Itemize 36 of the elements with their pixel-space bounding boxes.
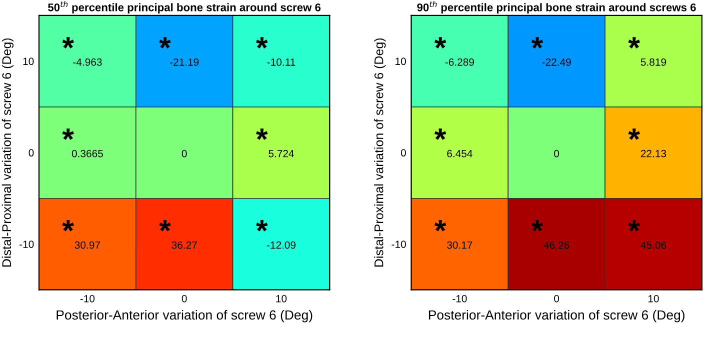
data-label: * 36.27 (159, 220, 197, 249)
data-label: * 5.724 (256, 128, 294, 158)
y-tick-label: 10 (23, 58, 34, 66)
data-label: 0 (554, 150, 560, 158)
data-label: * -10.11 (256, 37, 296, 66)
y-axis-title: Distal-Proximal variation of screw 6 (Deg) (2, 38, 14, 267)
data-label: * 30.17 (434, 220, 472, 249)
x-tick-label: 10 (648, 294, 659, 302)
y-tick-label: 0 (400, 149, 406, 157)
y-tick-label: -10 (20, 240, 34, 248)
data-label: * 46.26 (531, 220, 570, 249)
x-axis-title: Posterior-Anterior variation of screw 6 (Deg) (428, 310, 684, 322)
y-tick-label: 10 (396, 58, 406, 66)
y-tick-label: 0 (28, 149, 34, 157)
data-label: * 22.13 (628, 128, 666, 158)
x-tick-label: 0 (554, 294, 560, 302)
data-label: * -4.963 (62, 37, 102, 66)
chart-title: 90$^{th}$ percentile principal bone strain around screws 6 (417, 1, 696, 14)
x-tick-label: 10 (276, 294, 287, 302)
data-label: * -6.289 (434, 37, 474, 66)
x-tick-label: -10 (452, 294, 467, 302)
data-label: * 5.819 (628, 37, 666, 66)
chart-title: 50$^{th}$ percentile principal bone strain around screw 6 (48, 1, 321, 14)
y-tick-label: -10 (392, 240, 406, 248)
data-label: * 0.3665 (62, 128, 103, 158)
data-label: * -21.19 (159, 37, 199, 66)
x-tick-label: 0 (182, 294, 187, 302)
y-axis-title: Distal-Proximal variation of screw 6 (Deg) (374, 38, 386, 267)
data-label: * 30.97 (62, 220, 100, 249)
x-axis-title: Posterior-Anterior variation of screw 6 (Deg) (56, 310, 312, 322)
data-label: * 45.06 (628, 220, 666, 249)
data-label: * -22.49 (531, 37, 571, 66)
data-label: * -12.09 (256, 220, 296, 249)
data-label: * 6.454 (434, 128, 472, 158)
data-label: 0 (182, 150, 187, 158)
x-tick-label: -10 (80, 294, 95, 302)
